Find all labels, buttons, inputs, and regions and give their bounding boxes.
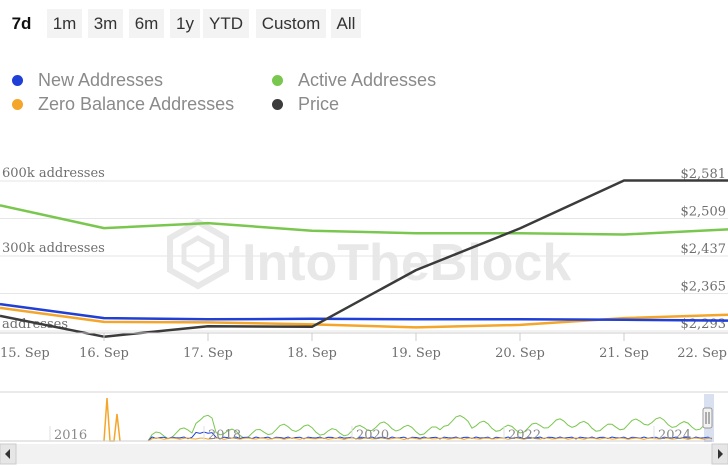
navigator-years: 2016 2018 2020 2022 2024 (49, 426, 691, 443)
series-lines (0, 179, 728, 338)
range-button-ytd[interactable]: YTD (203, 9, 249, 38)
x-tick-label: 20. Sep (495, 346, 545, 361)
legend-dot-icon (272, 99, 283, 110)
navigator-year-label: 2018 (208, 428, 241, 443)
watermark: IntoTheBlock (167, 218, 571, 292)
scroll-left-arrow-icon (5, 449, 10, 459)
range-button-1y[interactable]: 1y (170, 9, 200, 38)
range-button-custom[interactable]: Custom (256, 9, 326, 38)
legend-label: Zero Balance Addresses (38, 94, 235, 114)
series-line-active-addresses[interactable] (0, 204, 728, 236)
x-tick-label: 22. Sep (677, 346, 727, 361)
navigator-year-label: 2024 (658, 428, 691, 443)
x-tick-label: 17. Sep (183, 346, 233, 361)
navigator-background (0, 391, 728, 443)
x-tick-label: 19. Sep (391, 346, 441, 361)
x-tick-label: 16. Sep (79, 346, 129, 361)
navigator-handle[interactable] (702, 407, 713, 429)
legend-label: Price (298, 94, 340, 114)
scroll-right-arrow-icon (718, 449, 723, 459)
legend-dot-icon (272, 75, 283, 86)
x-axis: 15. Sep 16. Sep 17. Sep 18. Sep 19. Sep 20. S… (0, 332, 728, 361)
legend-dot-icon (12, 99, 23, 110)
x-tick-label: 18. Sep (287, 346, 337, 361)
navigator-year-label: 2020 (356, 428, 389, 443)
navigator[interactable]: 2016 2018 2020 2022 2024 (0, 391, 728, 443)
series-line-price[interactable] (0, 179, 728, 338)
navigator-year-label: 2016 (54, 428, 87, 443)
y-left-tick-label: 600k addresses (2, 166, 105, 181)
navigator-year-label: 2022 (508, 428, 541, 443)
legend-label: Active Addresses (298, 70, 437, 90)
watermark-text: IntoTheBlock (242, 234, 571, 292)
range-button-7d[interactable]: 7d (4, 9, 39, 38)
grid-lines (0, 180, 728, 332)
range-button-6m[interactable]: 6m (129, 9, 164, 38)
x-tick-label: 21. Sep (599, 346, 649, 361)
legend: New Addresses Active Addresses Zero Balanc… (0, 66, 728, 116)
scrollbar[interactable] (0, 443, 728, 465)
scrollbar-track[interactable] (0, 444, 728, 464)
y-right-tick-label: $2,437 (681, 242, 727, 257)
y-right-tick-label: $2,509 (681, 205, 727, 220)
legend-dot-icon (12, 75, 23, 86)
range-button-3m[interactable]: 3m (88, 9, 123, 38)
range-button-all[interactable]: All (331, 9, 361, 38)
range-button-1m[interactable]: 1m (47, 9, 82, 38)
series-line-new-addresses[interactable] (0, 302, 728, 322)
y-left-tick-label: 300k addresses (2, 241, 105, 256)
x-tick-label: 15. Sep (0, 346, 50, 361)
y-right-tick-label: $2,581 (681, 167, 727, 182)
legend-label: New Addresses (38, 70, 164, 90)
navigator-series (0, 397, 713, 442)
y-right-tick-label: $2,365 (681, 280, 727, 295)
y-axis-right: $2,581$2,509$2,437$2,365$2,293 (681, 167, 727, 332)
